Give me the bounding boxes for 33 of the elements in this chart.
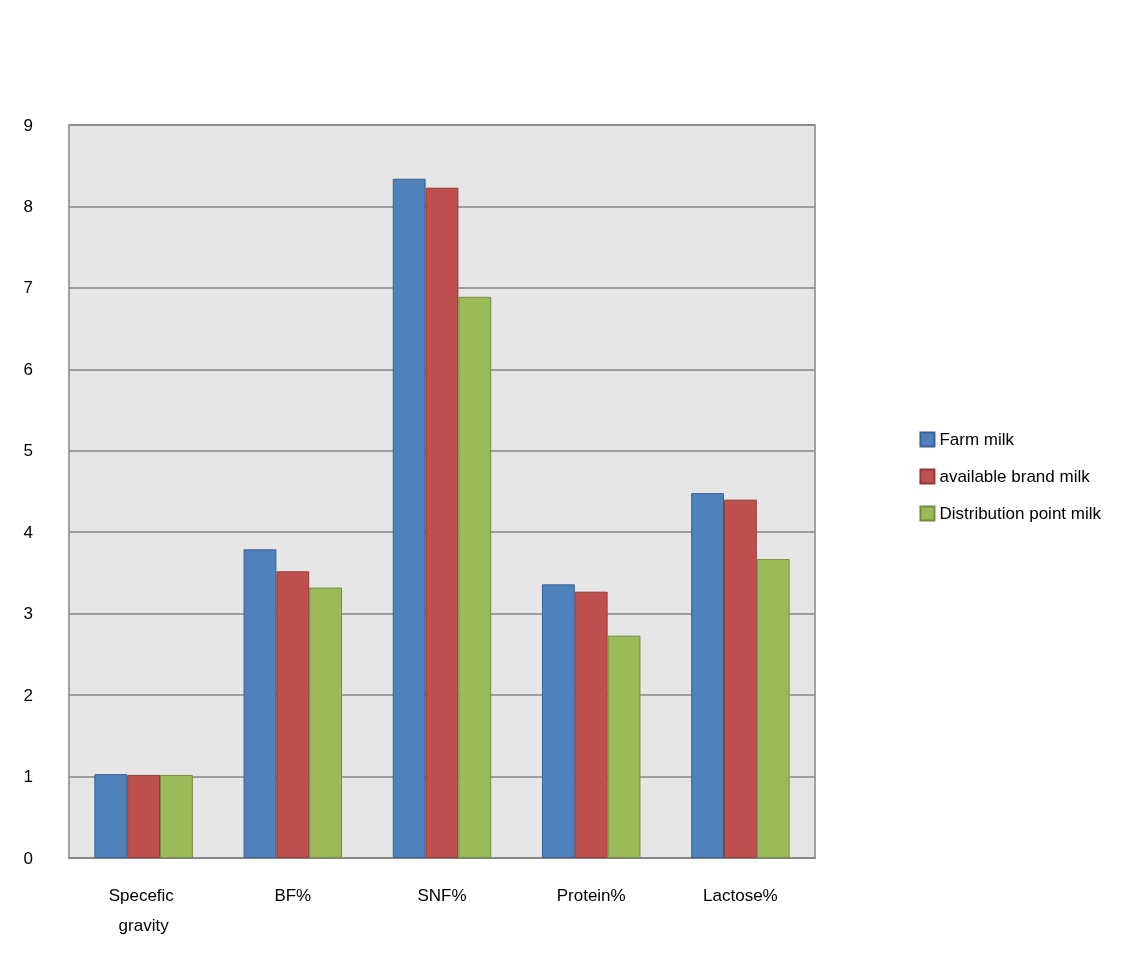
bar (392, 178, 426, 858)
y-tick-label: 4 (23, 522, 33, 542)
bar (276, 571, 310, 858)
legend-label: available brand milk (939, 467, 1091, 486)
x-tick-label: Specefic gravity (108, 885, 179, 935)
y-tick-label: 9 (23, 115, 33, 135)
x-tick-label: Lactose% (703, 885, 778, 905)
bar (94, 774, 128, 858)
bar (425, 187, 459, 858)
bar (160, 774, 193, 858)
y-tick-label: 8 (23, 196, 33, 216)
x-tick-label: Protein% (556, 885, 626, 905)
x-tick-label: SNF% (417, 885, 467, 905)
bar (243, 549, 277, 858)
bar (607, 635, 641, 858)
y-tick-label: 1 (23, 767, 33, 787)
legend-label: Distribution point milk (939, 504, 1102, 523)
bar (723, 499, 757, 858)
y-tick-label: 3 (23, 604, 33, 624)
bar (541, 584, 575, 858)
bar (574, 591, 608, 858)
bar (127, 774, 161, 858)
y-tick-label: 0 (23, 848, 33, 868)
y-tick-label: 5 (23, 441, 33, 461)
bar (458, 296, 492, 858)
y-tick-label: 2 (23, 685, 33, 705)
y-tick-label: 6 (23, 359, 33, 379)
x-tick-label: BF% (274, 885, 312, 905)
legend-label: Farm milk (939, 430, 1015, 449)
bar (309, 587, 343, 858)
y-tick-label: 7 (23, 278, 33, 298)
bar (756, 559, 790, 858)
bar (691, 493, 724, 858)
